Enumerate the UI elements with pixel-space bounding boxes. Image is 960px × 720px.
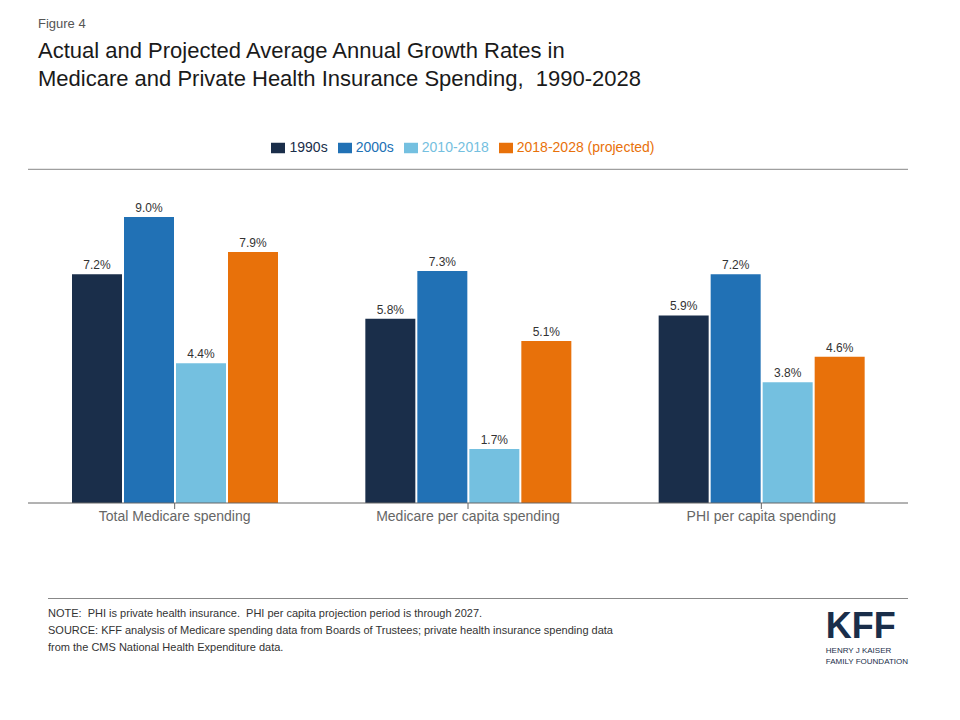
svg-text:7.2%: 7.2% — [83, 258, 111, 272]
html-text:Actual and Projected Average A: Actual and Projected Average Annual Grow… — [38, 38, 565, 63]
html-text:SOURCE: KFF analysis of Medica: SOURCE: KFF analysis of Medicare spendin… — [48, 624, 613, 636]
svg-text:7.3%: 7.3% — [429, 255, 457, 269]
html-text:from the CMS National Health E: from the CMS National Health Expenditure… — [48, 641, 284, 653]
svg-text:5.1%: 5.1% — [533, 325, 561, 339]
svg-text:5.8%: 5.8% — [377, 303, 405, 317]
svg-text:1.7%: 1.7% — [481, 433, 509, 447]
html-text:Figure 4: Figure 4 — [38, 16, 86, 31]
html-text:2000s: 2000s — [355, 139, 394, 155]
svg-text:3.8%: 3.8% — [774, 366, 802, 380]
svg-text:4.6%: 4.6% — [826, 341, 854, 355]
svg-text:PHI per capita spending: PHI per capita spending — [687, 508, 836, 524]
html-text:FAMILY FOUNDATION: FAMILY FOUNDATION — [825, 657, 908, 666]
svg-text:5.9%: 5.9% — [670, 299, 698, 313]
html-text:1990s: 1990s — [289, 139, 328, 155]
svg-text:Medicare per capita spending: Medicare per capita spending — [376, 508, 560, 524]
svg-text:7.2%: 7.2% — [722, 258, 750, 272]
svg-text:4.4%: 4.4% — [187, 347, 215, 361]
html-text:Medicare and Private Health In: Medicare and Private Health Insurance Sp… — [38, 66, 641, 91]
html-text:NOTE: PHI is private health in: NOTE: PHI is private health insurance. P… — [48, 607, 483, 619]
html-text:HENRY J KAISER: HENRY J KAISER — [825, 646, 892, 655]
html-text:2018-2028 (projected): 2018-2028 (projected) — [516, 139, 655, 155]
html-text:KFF: KFF — [825, 605, 896, 646]
svg-text:7.9%: 7.9% — [239, 236, 267, 250]
svg-text:9.0%: 9.0% — [135, 201, 163, 215]
html-text:2010-2018: 2010-2018 — [421, 139, 489, 155]
svg-text:Total Medicare spending: Total Medicare spending — [99, 508, 251, 524]
